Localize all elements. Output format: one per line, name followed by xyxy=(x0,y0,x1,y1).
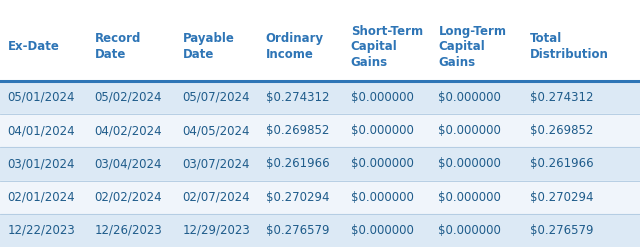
Text: 02/02/2024: 02/02/2024 xyxy=(95,191,163,204)
Text: 04/02/2024: 04/02/2024 xyxy=(95,124,163,137)
Text: $0.000000: $0.000000 xyxy=(438,124,501,137)
Text: $0.000000: $0.000000 xyxy=(351,157,413,170)
Text: $0.000000: $0.000000 xyxy=(438,224,501,237)
Text: $0.276579: $0.276579 xyxy=(266,224,329,237)
Text: 05/02/2024: 05/02/2024 xyxy=(95,91,162,104)
Text: 03/01/2024: 03/01/2024 xyxy=(8,157,75,170)
Text: 03/07/2024: 03/07/2024 xyxy=(182,157,250,170)
Text: $0.000000: $0.000000 xyxy=(438,191,501,204)
Text: $0.274312: $0.274312 xyxy=(266,91,329,104)
Bar xyxy=(0,81,640,114)
Text: $0.274312: $0.274312 xyxy=(530,91,593,104)
Text: Short-Term
Capital
Gains: Short-Term Capital Gains xyxy=(351,24,423,68)
Text: Total
Distribution: Total Distribution xyxy=(530,32,609,61)
Text: $0.000000: $0.000000 xyxy=(438,157,501,170)
Bar xyxy=(0,0,640,3)
Text: 12/29/2023: 12/29/2023 xyxy=(182,224,250,237)
Text: 03/04/2024: 03/04/2024 xyxy=(95,157,162,170)
Text: $0.270294: $0.270294 xyxy=(530,191,593,204)
Text: $0.000000: $0.000000 xyxy=(351,191,413,204)
Text: Long-Term
Capital
Gains: Long-Term Capital Gains xyxy=(438,24,506,68)
Text: 04/05/2024: 04/05/2024 xyxy=(182,124,250,137)
Text: 02/07/2024: 02/07/2024 xyxy=(182,191,250,204)
Text: Record
Date: Record Date xyxy=(95,32,141,61)
Text: 02/01/2024: 02/01/2024 xyxy=(8,191,76,204)
Text: 04/01/2024: 04/01/2024 xyxy=(8,124,76,137)
Bar xyxy=(0,114,640,147)
Text: $0.270294: $0.270294 xyxy=(266,191,329,204)
Text: $0.000000: $0.000000 xyxy=(438,91,501,104)
Text: $0.261966: $0.261966 xyxy=(530,157,593,170)
Text: $0.269852: $0.269852 xyxy=(266,124,329,137)
Text: Payable
Date: Payable Date xyxy=(182,32,234,61)
Text: $0.000000: $0.000000 xyxy=(351,224,413,237)
Text: $0.276579: $0.276579 xyxy=(530,224,593,237)
Text: $0.269852: $0.269852 xyxy=(530,124,593,137)
Bar xyxy=(0,181,640,214)
Text: 12/22/2023: 12/22/2023 xyxy=(8,224,76,237)
Text: $0.000000: $0.000000 xyxy=(351,124,413,137)
Bar xyxy=(0,214,640,247)
Bar xyxy=(0,147,640,181)
Text: Ordinary
Income: Ordinary Income xyxy=(266,32,324,61)
Text: $0.261966: $0.261966 xyxy=(266,157,329,170)
Bar xyxy=(0,3,640,81)
Text: $0.000000: $0.000000 xyxy=(351,91,413,104)
Text: 12/26/2023: 12/26/2023 xyxy=(95,224,163,237)
Text: 05/01/2024: 05/01/2024 xyxy=(8,91,75,104)
Text: 05/07/2024: 05/07/2024 xyxy=(182,91,250,104)
Text: Ex-Date: Ex-Date xyxy=(8,40,60,53)
